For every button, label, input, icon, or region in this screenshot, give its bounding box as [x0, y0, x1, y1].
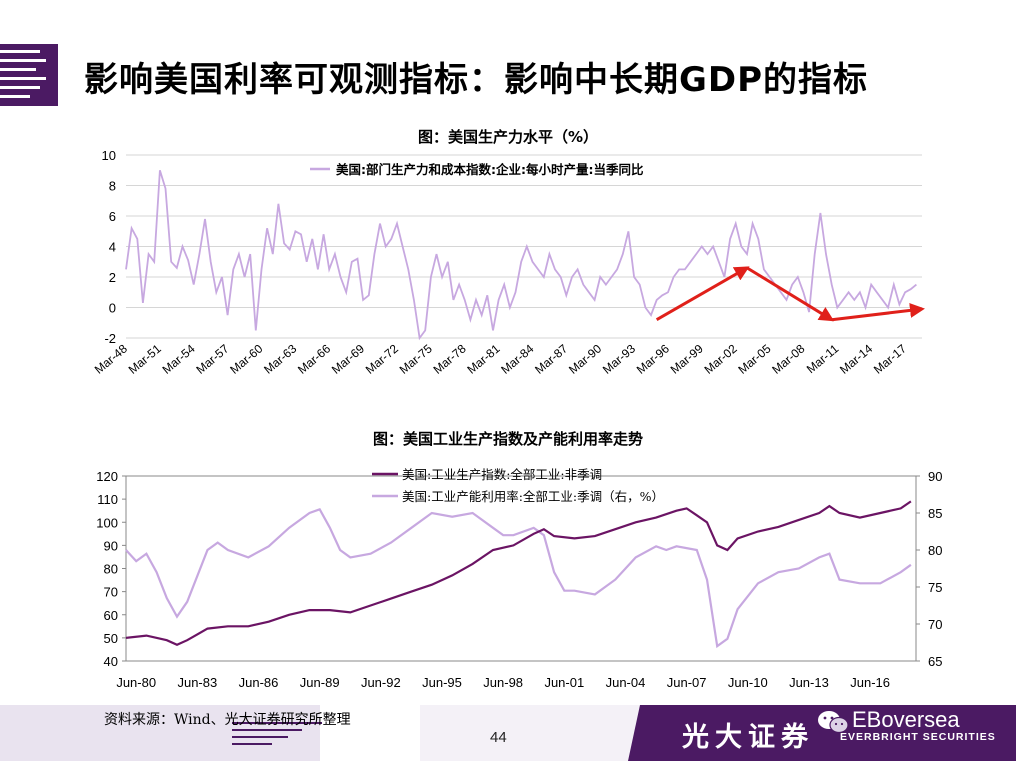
chart1-xtick-label: Mar-69 [329, 341, 367, 376]
industrial-production-line [125, 500, 912, 647]
chart1-xtick-label: Mar-02 [702, 341, 740, 376]
chart1-xtick-label: Mar-14 [837, 341, 875, 376]
chart2-ytick-right-label: 80 [928, 543, 942, 558]
chart2-legend-label-1: 美国:工业生产指数:全部工业:非季调 [402, 467, 602, 482]
chart2-xtick-label: Jun-98 [483, 675, 523, 690]
chart1-legend-label: 美国:部门生产力和成本指数:企业:每小时产量:当季同比 [336, 162, 644, 177]
chart2-ytick-label: 100 [96, 515, 118, 530]
chart1-xtick-label: Mar-99 [668, 341, 706, 376]
chart2-ytick-right-label: 75 [928, 580, 942, 595]
footer-band [0, 705, 1016, 761]
chart2-xtick-label: Jun-01 [544, 675, 584, 690]
chart1-xtick-label: Mar-84 [498, 341, 536, 376]
chart2-xtick-label: Jun-80 [116, 675, 156, 690]
chart1-ytick-label: 6 [109, 209, 116, 224]
chart2-ytick-right-label: 65 [928, 654, 942, 669]
chart2-ytick-label: 120 [96, 469, 118, 484]
chart2-ytick-right-label: 70 [928, 617, 942, 632]
chart1-ytick-label: 0 [109, 301, 116, 316]
chart2-ytick-label: 70 [104, 585, 118, 600]
chart2-xtick-label: Jun-07 [667, 675, 707, 690]
chart2-xtick-label: Jun-83 [177, 675, 217, 690]
logo-stripes [0, 44, 58, 106]
chart1-ytick-label: -2 [104, 331, 116, 346]
chart1-xtick-label: Mar-75 [397, 341, 435, 376]
chart2-ytick-label: 80 [104, 562, 118, 577]
chart2-ytick-label: 110 [97, 492, 118, 507]
chart1-xtick-label: Mar-96 [634, 341, 672, 376]
wechat-icon [818, 711, 849, 734]
chart1-xtick-label: Mar-90 [566, 341, 604, 376]
chart2-xtick-label: Jun-89 [300, 675, 340, 690]
chart1-xtick-label: Mar-87 [532, 341, 570, 376]
chart1-xtick-label: Mar-17 [871, 341, 909, 376]
chart1-xtick-label: Mar-60 [227, 341, 265, 376]
chart2-xtick-label: Jun-86 [239, 675, 279, 690]
chart2-xtick-label: Jun-95 [422, 675, 462, 690]
chart1-xtick-label: Mar-66 [295, 341, 333, 376]
chart2-xtick-label: Jun-16 [850, 675, 890, 690]
chart2-ytick-label: 60 [104, 608, 118, 623]
chart1-xtick-label: Mar-63 [261, 341, 299, 376]
chart1-xtick-label: Mar-72 [363, 341, 401, 376]
chart1-xtick-label: Mar-08 [769, 341, 807, 376]
chart1-ytick-label: 2 [109, 270, 116, 285]
chart2-ytick-label: 90 [104, 538, 118, 553]
chart1-xtick-label: Mar-78 [431, 341, 469, 376]
chart1-ytick-label: 4 [109, 240, 116, 255]
chart2-xtick-label: Jun-04 [606, 675, 646, 690]
slide-title: 影响美国利率可观测指标：影响中长期GDP的指标 [84, 60, 869, 100]
chart1-title: 图：美国生产力水平（%） [418, 128, 598, 146]
chart1-xtick-label: Mar-93 [600, 341, 638, 376]
industrial-production-chart: 图：美国工业生产指数及产能利用率走势 120 110 100 90 80 70 60 50 40 9… [96, 430, 942, 690]
trend-arrow [655, 266, 750, 322]
page-number: 44 [490, 729, 507, 746]
chart2-legend-label-2: 美国:工业产能利用率:全部工业:季调（右，%） [402, 489, 664, 504]
brand-subtitle: EVERBRIGHT SECURITIES [840, 731, 996, 743]
capacity-utilization-line [125, 507, 912, 649]
chart2-ytick-right-label: 85 [928, 506, 942, 521]
trend-arrow [831, 302, 925, 322]
chart1-ytick-label: 10 [102, 148, 116, 163]
productivity-series-line [125, 170, 917, 341]
chart1-xtick-label: Mar-81 [464, 341, 502, 376]
source-note: 资料来源：Wind、光大证券研究所整理 [104, 712, 351, 728]
chart1-ytick-label: 8 [109, 179, 116, 194]
brand-name-en: EBoversea [852, 707, 960, 732]
chart2-ytick-label: 40 [104, 654, 118, 669]
brand-name-cn: 光大证券 [682, 722, 814, 753]
chart2-xtick-label: Jun-13 [789, 675, 829, 690]
chart2-ytick-label: 50 [104, 631, 118, 646]
chart2-title: 图：美国工业生产指数及产能利用率走势 [373, 430, 643, 448]
trend-arrow [746, 266, 835, 322]
chart1-xtick-label: Mar-11 [804, 341, 842, 376]
chart1-xtick-label: Mar-57 [193, 341, 231, 376]
chart2-xtick-label: Jun-92 [361, 675, 401, 690]
chart1-xtick-label: Mar-48 [92, 341, 130, 376]
chart2-xtick-label: Jun-10 [728, 675, 768, 690]
chart1-xtick-label: Mar-05 [735, 341, 773, 376]
chart1-xtick-label: Mar-54 [160, 341, 198, 376]
chart2-ytick-right-label: 90 [928, 469, 942, 484]
chart1-xtick-label: Mar-51 [126, 341, 164, 376]
productivity-chart: 图：美国生产力水平（%）1086420-2Mar-48Mar-51Mar-54M… [92, 128, 925, 377]
